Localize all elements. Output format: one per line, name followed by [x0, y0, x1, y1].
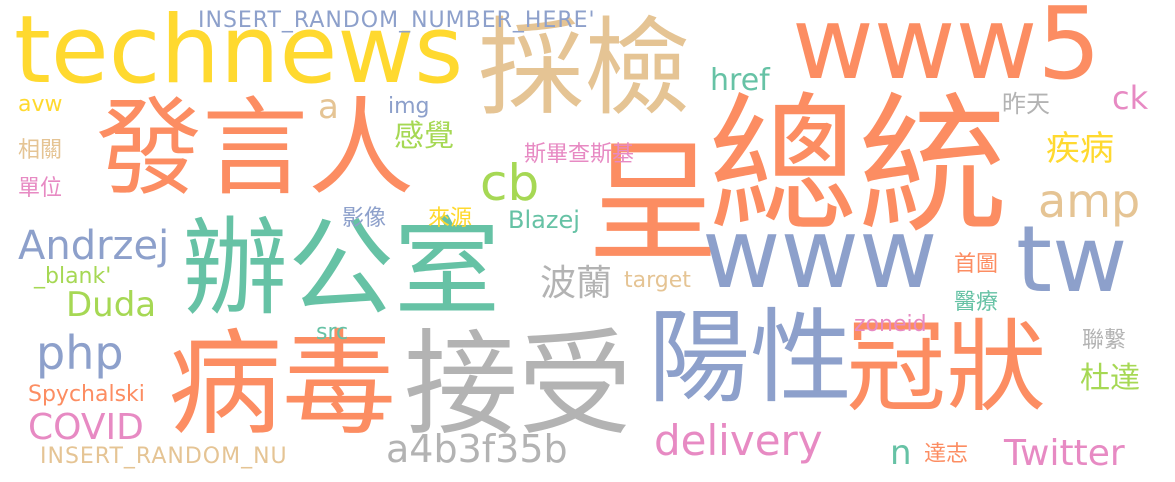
word-ganjue: 感覺: [394, 119, 454, 154]
word-twitter: Twitter: [1004, 433, 1125, 474]
word-yingxiang: 影像: [342, 206, 387, 231]
word-a: a: [318, 87, 339, 127]
word-img: img: [388, 94, 430, 119]
word-guanzhuang: 冠狀: [846, 309, 1046, 426]
word-dazhi: 達志: [924, 442, 969, 467]
word-amp: amp: [1038, 174, 1141, 228]
word-a4b3f35b: a4b3f35b: [386, 427, 568, 471]
word-bingdu: 病毒: [168, 318, 397, 451]
word-bangongshi: 辦公室: [182, 207, 500, 330]
word-yangxing: 陽性: [648, 299, 852, 418]
word-xiangguan: 相關: [18, 138, 63, 163]
word-delivery: delivery: [654, 416, 823, 465]
word-blank: _blank': [34, 264, 112, 289]
word-shoutu: 首圖: [954, 252, 999, 277]
word-www5: www5: [792, 0, 1101, 102]
word-fayanren: 發言人: [96, 87, 414, 210]
word-zoneid: zoneid: [854, 312, 927, 337]
word-src: src: [316, 320, 349, 345]
word-avw: avw: [18, 92, 63, 117]
word-andrzej: Andrzej: [18, 223, 170, 269]
word-yiliao: 醫療: [954, 290, 999, 315]
word-blazej: Blazej: [508, 206, 580, 234]
word-jieshou: 接受: [404, 318, 633, 451]
word-www: www: [702, 198, 938, 310]
word-caijian: 採檢: [478, 7, 690, 130]
word-sibiechasiji: 斯畢查斯基: [524, 142, 635, 167]
word-lianxi: 聯繫: [1082, 328, 1127, 353]
word-bolan: 波蘭: [540, 263, 613, 304]
word-php: php: [36, 326, 124, 380]
word-duda: Duda: [66, 285, 157, 325]
word-covid: COVID: [28, 407, 144, 448]
word-jibing: 疾病: [1046, 129, 1114, 169]
word-danwei: 單位: [18, 176, 63, 201]
word-n: n: [890, 433, 912, 473]
word-ck: ck: [1112, 79, 1149, 117]
word-zongtong: 總統: [708, 80, 1009, 254]
word-technews: technews: [14, 0, 464, 105]
word-spychalski: Spychalski: [28, 382, 145, 407]
word-insert2: INSERT_RANDOM_NU: [40, 444, 288, 469]
word-laiyuan: 來源: [428, 206, 473, 231]
word-duda-zh: 杜達: [1080, 361, 1140, 396]
word-zuotian: 昨天: [1002, 90, 1050, 118]
word-tw: tw: [1016, 206, 1128, 313]
word-cb: cb: [480, 154, 540, 212]
word-href: href: [710, 63, 770, 98]
word-target: target: [624, 268, 691, 293]
word-insert1: INSERT_RANDOM_NUMBER_HERE': [198, 8, 596, 33]
word-cheng: 呈: [587, 127, 719, 281]
